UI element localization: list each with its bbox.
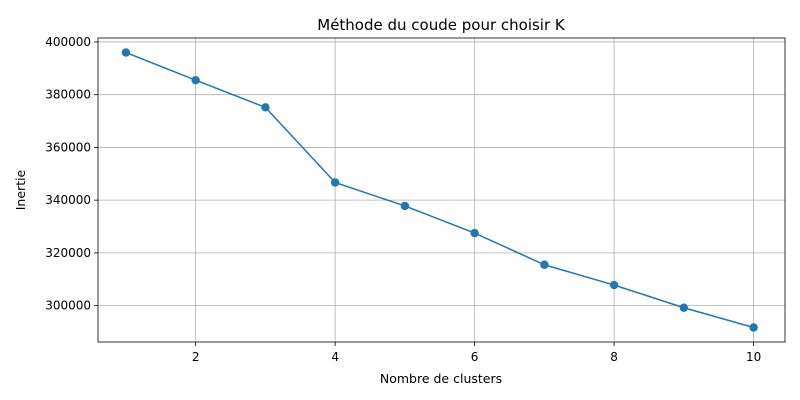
y-tick-label: 300000 — [45, 299, 91, 313]
y-tick-label: 340000 — [45, 193, 91, 207]
data-point — [330, 178, 340, 187]
x-tick-label: 6 — [471, 350, 479, 364]
y-axis: 300000 320000 340000 360000 380000 400000 — [45, 35, 98, 313]
plot-frame — [97, 37, 786, 343]
data-point — [609, 280, 619, 290]
data-point — [749, 323, 758, 332]
y-tick-label: 320000 — [45, 246, 91, 260]
data-point — [400, 201, 410, 211]
data-point — [540, 260, 549, 269]
x-tick-label: 8 — [610, 350, 618, 364]
grid — [98, 38, 785, 342]
series-line — [125, 51, 754, 329]
x-tick-label: 2 — [192, 350, 200, 364]
series-group — [121, 48, 758, 332]
data-point — [261, 103, 270, 112]
x-tick-label: 4 — [331, 350, 339, 364]
y-axis-title: Inertie — [13, 169, 28, 210]
data-point — [191, 75, 200, 85]
y-tick-label: 380000 — [45, 88, 91, 102]
x-axis-title: Nombre de clusters — [380, 371, 502, 386]
x-axis: 2 4 6 8 10 — [192, 342, 761, 364]
chart-title: Méthode du coude pour choisir K — [317, 16, 566, 34]
data-point — [470, 228, 479, 238]
y-tick-label: 360000 — [45, 140, 91, 154]
y-tick-label: 400000 — [45, 35, 91, 49]
data-point — [121, 48, 131, 57]
data-point — [679, 303, 689, 312]
x-tick-label: 10 — [746, 350, 761, 364]
